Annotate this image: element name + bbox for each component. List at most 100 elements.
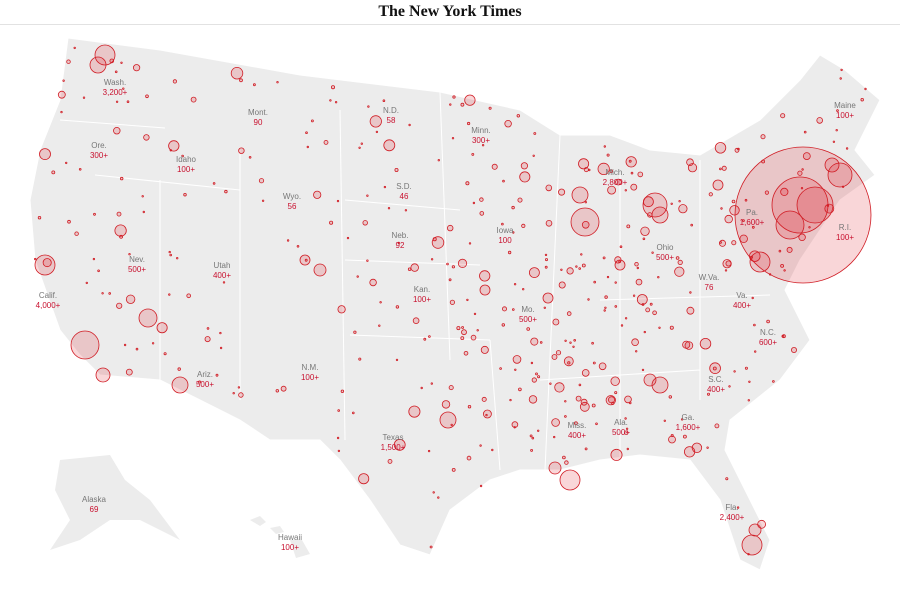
bubble (531, 377, 537, 383)
bubble (78, 168, 82, 171)
bubble (719, 241, 722, 244)
bubble (491, 163, 498, 170)
state-count: 300+ (90, 151, 108, 160)
bubble (491, 448, 494, 452)
bubble (479, 197, 484, 202)
bubble (637, 171, 644, 178)
bubble (378, 324, 381, 327)
bubble (239, 78, 243, 83)
bubble (169, 253, 173, 257)
bubble (588, 168, 591, 172)
state-count: 2,800+ (603, 178, 628, 187)
bubble (827, 162, 853, 188)
bubble (521, 223, 526, 228)
bubble (533, 132, 537, 135)
bubble (410, 263, 419, 272)
bubble (569, 341, 572, 344)
bubble (369, 278, 377, 287)
bubble (222, 281, 226, 284)
bubble (780, 113, 786, 119)
bubble (369, 115, 382, 128)
bubble (584, 447, 588, 451)
state-name: Ohio (657, 243, 674, 252)
bubble (138, 308, 158, 328)
bubble (631, 338, 639, 347)
bubble (449, 103, 452, 106)
bubble (739, 234, 748, 243)
bubble (175, 257, 179, 260)
bubble (652, 310, 657, 316)
bubble (751, 225, 755, 229)
bubble (57, 90, 66, 99)
bubble (607, 185, 616, 195)
bubble (466, 121, 471, 126)
bubble (518, 387, 522, 392)
state-count: 400+ (213, 271, 231, 280)
bubble (721, 165, 727, 171)
state-name: R.I. (839, 223, 851, 232)
bubble (89, 56, 107, 74)
bubble (379, 301, 382, 304)
bubble (330, 85, 335, 90)
bubble (485, 413, 488, 417)
bubble (674, 266, 685, 277)
alaska (50, 455, 180, 550)
bubble (501, 306, 507, 312)
state-count: 100+ (301, 373, 319, 382)
bubble (431, 236, 445, 249)
state-count: 600+ (759, 338, 777, 347)
bubble (760, 134, 766, 140)
bubble (683, 434, 687, 439)
bubble (481, 143, 485, 147)
bubble (430, 382, 434, 385)
bubble (584, 200, 588, 204)
bubble (468, 242, 472, 245)
bubble (725, 260, 732, 267)
bubble (172, 79, 177, 84)
bubble (728, 385, 731, 388)
bubble (171, 376, 189, 394)
bubble (626, 224, 631, 229)
bubble (512, 231, 515, 234)
bubble (232, 392, 235, 395)
bubble (532, 154, 535, 158)
state-name: Pa. (746, 208, 758, 217)
bubble (824, 157, 840, 173)
bubble (407, 267, 412, 271)
bubble (479, 270, 491, 282)
bubble (530, 337, 539, 346)
bubble (573, 338, 576, 342)
bubble (615, 178, 622, 186)
bubble (748, 523, 762, 537)
labels: Wash.3,200+Mont.90N.D.58Minn.300+Maine10… (36, 78, 857, 552)
bubble (706, 446, 709, 449)
bubble (591, 403, 596, 408)
bubble (511, 421, 519, 428)
bubble (85, 281, 89, 285)
bubble (509, 398, 512, 402)
bubble (678, 199, 681, 203)
bubble (466, 298, 469, 302)
bubble (437, 496, 440, 499)
bubble (513, 426, 516, 429)
bubble (836, 109, 839, 112)
bubble (635, 278, 643, 286)
bubble (456, 326, 461, 331)
state-count: 1,600+ (740, 218, 765, 227)
bubble (395, 305, 400, 309)
bubble (437, 158, 441, 162)
bubble (683, 446, 696, 458)
state-count: 400+ (568, 431, 586, 440)
bubble (748, 380, 751, 384)
bubble (595, 422, 598, 426)
bubble (186, 293, 192, 299)
bubble (479, 284, 491, 296)
bubble (511, 308, 515, 311)
bubble (564, 400, 567, 403)
state-count: 2,400+ (720, 513, 745, 522)
bubble (797, 170, 803, 176)
bubble (133, 64, 141, 72)
bubble (529, 267, 540, 279)
bubble (511, 205, 515, 210)
bubble (558, 281, 566, 289)
